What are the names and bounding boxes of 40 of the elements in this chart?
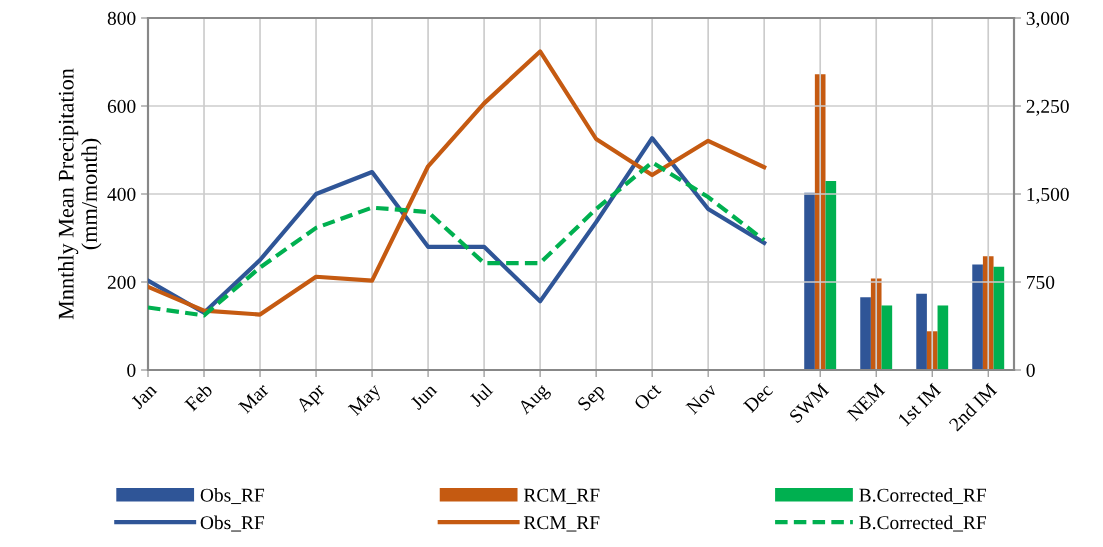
bar (860, 297, 871, 370)
line-series (148, 49, 767, 317)
bar (916, 293, 927, 370)
x-tick-label: Jun (409, 382, 438, 411)
x-tick-label: 2nd IM (947, 382, 998, 432)
bar (825, 181, 837, 370)
y-tick-label: 400 (107, 187, 136, 201)
y2-tick-label: 2,250 (1026, 99, 1069, 116)
legend-label: B.Corrected_RF (859, 515, 986, 532)
x-tick-label: Apr (295, 382, 329, 416)
bar (972, 264, 983, 370)
x-tick-label: Sep (576, 382, 609, 414)
x-tick-label: May (347, 382, 385, 420)
x-tick-label: Feb (183, 382, 214, 412)
x-tick-label: Jan (130, 382, 158, 410)
legend-label: RCM_RF (523, 516, 600, 532)
y-tick-label: 0 (127, 363, 136, 377)
y-tick-label: 800 (107, 11, 136, 25)
y-tick-label: 600 (107, 99, 136, 113)
x-tick-label: Dec (742, 382, 774, 414)
bar (804, 192, 815, 370)
bar (937, 305, 949, 370)
y-tick-label: 200 (107, 275, 136, 289)
legend-label: Obs_RF (200, 488, 265, 505)
y2-tick-label: 3,000 (1026, 11, 1069, 28)
y2-tick-label: 750 (1027, 275, 1055, 289)
x-tick-label: 1st IM (897, 382, 942, 427)
legend-label: Obs_RF (200, 515, 265, 532)
y2-tick-label: 1,500 (1027, 187, 1069, 204)
bar (881, 305, 893, 370)
bar (993, 266, 1005, 370)
legend-label: RCM_RF (523, 488, 600, 505)
y-axis-title: Mnnthly Mean Precipitation (mm/month) (58, 68, 102, 320)
x-tick-label: Oct (633, 382, 662, 411)
x-tick-label: Aug (516, 382, 553, 418)
y2-tick-label: 0 (1026, 363, 1035, 377)
x-tick-label: Mar (238, 382, 270, 414)
x-tick-label: Nov (685, 382, 718, 415)
legend-label: B.Corrected_RF (859, 488, 986, 505)
x-tick-label: Jul (468, 382, 494, 408)
